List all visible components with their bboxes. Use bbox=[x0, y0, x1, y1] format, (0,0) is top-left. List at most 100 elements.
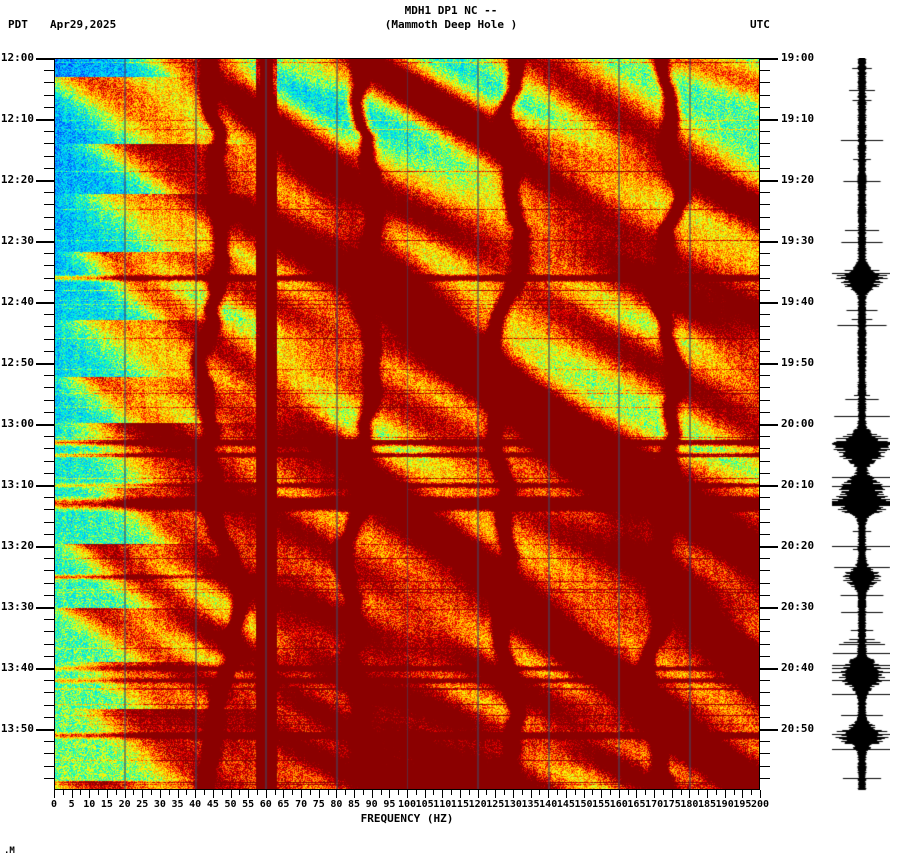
time-tick-minor bbox=[44, 619, 54, 621]
time-tick-minor bbox=[760, 533, 770, 535]
frequency-tick bbox=[689, 790, 691, 798]
frequency-label: 165 bbox=[627, 799, 646, 810]
frequency-tick-minor bbox=[327, 790, 329, 795]
frequency-tick-minor bbox=[592, 790, 594, 795]
frequency-tick-minor bbox=[380, 790, 382, 795]
frequency-tick-minor bbox=[574, 790, 576, 795]
frequency-tick-minor bbox=[292, 790, 294, 795]
frequency-tick-minor bbox=[62, 790, 64, 795]
date-label: Apr29,2025 bbox=[50, 18, 117, 31]
frequency-axis-title: FREQUENCY (HZ) bbox=[360, 812, 454, 825]
frequency-label: 130 bbox=[503, 799, 522, 810]
frequency-tick-minor bbox=[468, 790, 470, 795]
spectrogram-plot[interactable] bbox=[54, 58, 760, 790]
time-label: 19:00 bbox=[781, 51, 815, 64]
frequency-tick bbox=[760, 790, 761, 798]
time-tick-minor bbox=[44, 472, 54, 474]
time-tick-minor bbox=[44, 533, 54, 535]
frequency-tick bbox=[601, 790, 603, 798]
frequency-tick bbox=[124, 790, 126, 798]
frequency-label: 135 bbox=[521, 799, 540, 810]
time-tick-minor bbox=[760, 655, 770, 657]
time-label: 12:50 bbox=[0, 356, 34, 369]
frequency-tick bbox=[459, 790, 461, 798]
time-tick-minor bbox=[760, 460, 770, 462]
spectrogram-canvas[interactable] bbox=[54, 58, 760, 790]
time-tick-major bbox=[36, 607, 54, 609]
time-label: 20:20 bbox=[781, 539, 815, 552]
frequency-tick bbox=[142, 790, 144, 798]
frequency-label: 45 bbox=[206, 799, 219, 810]
time-tick-minor bbox=[44, 521, 54, 523]
frequency-tick bbox=[354, 790, 356, 798]
time-tick-major bbox=[760, 668, 778, 670]
time-tick-minor bbox=[760, 387, 770, 389]
frequency-tick bbox=[512, 790, 514, 798]
frequency-tick bbox=[89, 790, 91, 798]
seismogram-trace bbox=[830, 58, 890, 798]
frequency-tick-minor bbox=[733, 790, 735, 795]
timezone-left-label: PDT bbox=[8, 18, 28, 31]
time-tick-minor bbox=[760, 106, 770, 108]
time-tick-minor bbox=[760, 204, 770, 206]
time-tick-minor bbox=[44, 253, 54, 255]
frequency-tick bbox=[230, 790, 232, 798]
time-label: 12:20 bbox=[0, 173, 34, 186]
time-tick-major bbox=[36, 180, 54, 182]
time-tick-minor bbox=[44, 692, 54, 694]
frequency-tick-minor bbox=[80, 790, 82, 795]
time-tick-major bbox=[36, 424, 54, 426]
frequency-tick-minor bbox=[239, 790, 241, 795]
frequency-tick-minor bbox=[451, 790, 453, 795]
time-tick-minor bbox=[760, 570, 770, 572]
time-tick-major bbox=[760, 485, 778, 487]
time-tick-minor bbox=[44, 350, 54, 352]
time-label: 12:10 bbox=[0, 112, 34, 125]
frequency-label: 65 bbox=[277, 799, 290, 810]
time-tick-minor bbox=[760, 228, 770, 230]
frequency-axis: 0 5 10 15 20 25 30 35 40 45 50 55 60 65 70 75 80 85 90 95 10… bbox=[51, 790, 769, 830]
time-label: 20:10 bbox=[781, 478, 815, 491]
time-tick-minor bbox=[760, 521, 770, 523]
frequency-tick bbox=[548, 790, 550, 798]
frequency-label: 180 bbox=[680, 799, 699, 810]
frequency-tick-minor bbox=[645, 790, 647, 795]
time-label: 20:30 bbox=[781, 600, 815, 613]
time-tick-minor bbox=[44, 680, 54, 682]
time-tick-minor bbox=[44, 192, 54, 194]
frequency-label: 90 bbox=[365, 799, 378, 810]
station-title: MDH1 DP1 NC -- bbox=[404, 4, 498, 17]
time-tick-minor bbox=[760, 704, 770, 706]
time-tick-minor bbox=[760, 692, 770, 694]
time-tick-minor bbox=[760, 155, 770, 157]
time-tick-minor bbox=[44, 570, 54, 572]
time-tick-minor bbox=[44, 289, 54, 291]
time-tick-minor bbox=[44, 375, 54, 377]
frequency-tick bbox=[106, 790, 108, 798]
frequency-label: 105 bbox=[415, 799, 434, 810]
frequency-label: 155 bbox=[592, 799, 611, 810]
time-label: 19:20 bbox=[781, 173, 815, 186]
time-tick-minor bbox=[44, 497, 54, 499]
time-tick-minor bbox=[760, 82, 770, 84]
frequency-tick-minor bbox=[362, 790, 364, 795]
time-tick-minor bbox=[44, 643, 54, 645]
frequency-tick-minor bbox=[204, 790, 206, 795]
frequency-label: 200 bbox=[750, 799, 770, 810]
time-tick-minor bbox=[760, 619, 770, 621]
time-tick-minor bbox=[44, 436, 54, 438]
time-label: 12:40 bbox=[0, 295, 34, 308]
frequency-label: 85 bbox=[348, 799, 361, 810]
time-tick-minor bbox=[44, 70, 54, 72]
frequency-tick-minor bbox=[115, 790, 117, 795]
frequency-tick-minor bbox=[557, 790, 559, 795]
time-label: 12:30 bbox=[0, 234, 34, 247]
frequency-tick-minor bbox=[98, 790, 100, 795]
time-axis-utc: 19:00 19:10 19:20 19:30 19:40 19:50 20:00 20:10… bbox=[760, 51, 830, 798]
time-tick-major bbox=[36, 241, 54, 243]
header: PDT Apr29,2025 MDH1 DP1 NC -- (Mammoth D… bbox=[0, 0, 902, 50]
seismogram-canvas bbox=[830, 58, 890, 798]
time-tick-minor bbox=[44, 387, 54, 389]
time-tick-minor bbox=[44, 716, 54, 718]
time-tick-minor bbox=[760, 594, 770, 596]
